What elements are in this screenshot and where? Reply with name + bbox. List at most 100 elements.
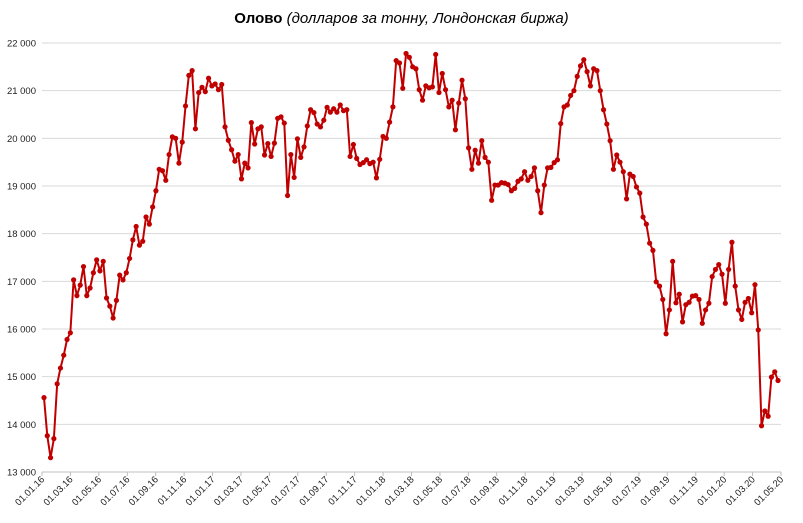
data-point [327, 109, 333, 115]
data-point [61, 352, 67, 358]
data-point [442, 87, 449, 93]
y-tick-label: 15 000 [7, 372, 36, 383]
data-point [755, 327, 761, 333]
data-point [311, 109, 317, 116]
data-point [67, 330, 73, 336]
data-point [772, 369, 778, 375]
x-tick-label: 01.07.19 [610, 474, 644, 508]
data-point [706, 300, 712, 306]
data-point [752, 282, 758, 288]
data-point [229, 147, 235, 153]
data-point [186, 72, 192, 79]
data-point [538, 210, 544, 216]
x-tick-label: 01.03.18 [383, 474, 417, 508]
data-point [80, 263, 87, 270]
data-point [775, 377, 781, 384]
data-point [531, 165, 538, 171]
data-point [176, 160, 182, 166]
data-point [222, 124, 228, 130]
data-point [604, 121, 610, 127]
x-tick-label: 01.05.19 [582, 474, 616, 508]
data-point [449, 97, 455, 103]
data-point [765, 413, 771, 419]
data-point [587, 83, 593, 89]
data-point [74, 293, 80, 299]
series-line [43, 52, 779, 459]
data-point [291, 174, 297, 181]
data-point [265, 140, 271, 147]
data-point [196, 89, 202, 96]
data-point [288, 151, 294, 158]
data-point [758, 423, 765, 429]
data-point [298, 154, 304, 160]
data-point [528, 173, 534, 180]
data-point [709, 273, 715, 280]
data-point [584, 69, 590, 75]
data-point [212, 81, 218, 87]
y-tick-label: 13 000 [7, 468, 36, 479]
data-point [742, 299, 748, 305]
data-point [719, 271, 725, 277]
data-point [479, 138, 485, 144]
x-tick-label: 01.09.18 [468, 474, 502, 508]
data-point [633, 184, 640, 190]
data-point [87, 285, 93, 291]
data-point [182, 103, 189, 109]
data-point [600, 107, 607, 113]
data-point [294, 136, 301, 142]
data-point [94, 257, 100, 263]
x-tick-label: 01.01.17 [184, 474, 218, 508]
chart-title-main: Олово [234, 10, 283, 27]
data-point [482, 154, 488, 160]
chart-title-subtitle: (долларов за тонну, Лондонская биржа) [286, 10, 569, 27]
data-point [416, 87, 422, 93]
x-tick-label: 01.03.16 [42, 474, 76, 508]
data-point [225, 137, 231, 143]
data-point [768, 374, 775, 380]
data-point [71, 277, 77, 283]
data-point [637, 190, 643, 196]
data-point [577, 63, 584, 69]
data-point [41, 395, 47, 401]
data-point [647, 240, 653, 246]
y-tick-label: 14 000 [7, 420, 36, 431]
data-point [205, 75, 212, 81]
data-point [120, 277, 126, 283]
data-point [51, 436, 57, 442]
y-tick-label: 20 000 [7, 134, 36, 145]
y-tick-label: 22 000 [7, 39, 36, 50]
data-point [610, 166, 617, 172]
data-point [413, 66, 419, 72]
data-point [44, 433, 50, 439]
data-point [607, 138, 613, 144]
data-point [630, 173, 636, 180]
data-point [179, 139, 185, 145]
data-point [535, 188, 541, 194]
data-point [317, 124, 324, 130]
data-point [363, 157, 370, 163]
data-point [373, 175, 380, 181]
data-point [126, 255, 133, 262]
data-point [271, 140, 277, 146]
data-point [383, 135, 389, 141]
data-point [617, 159, 623, 165]
data-point [153, 188, 159, 194]
chart-title: Олово (долларов за тонну, Лондонская бир… [0, 10, 803, 27]
data-point [304, 123, 310, 129]
data-point [640, 214, 646, 220]
data-point [459, 77, 465, 83]
x-tick-label: 01.01.19 [525, 474, 559, 508]
x-tick-label: 01.01.18 [354, 474, 388, 508]
data-point [64, 336, 70, 343]
x-tick-label: 01.03.20 [724, 474, 758, 508]
data-point [146, 221, 152, 227]
data-point [202, 89, 208, 95]
x-tick-label: 01.11.18 [497, 474, 530, 507]
data-point [439, 70, 445, 77]
data-point [133, 223, 139, 230]
data-point [113, 297, 120, 303]
data-point [419, 97, 426, 103]
data-point [696, 296, 702, 303]
data-point [199, 84, 205, 90]
data-point [400, 85, 406, 91]
